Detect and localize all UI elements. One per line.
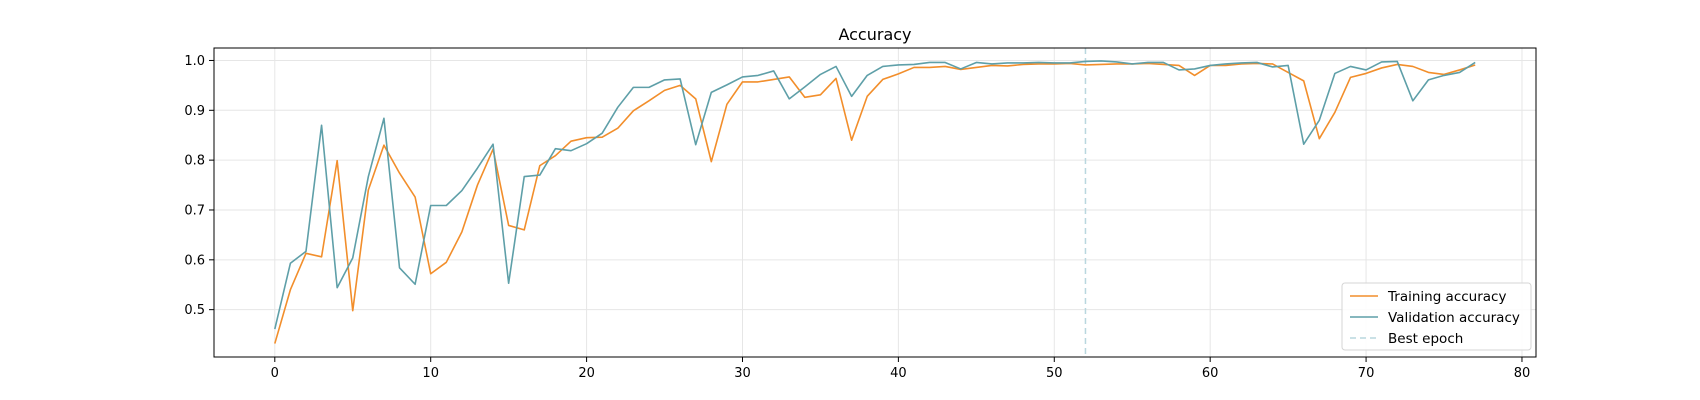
y-tick-label: 1.0 xyxy=(184,54,205,69)
legend-box xyxy=(1341,282,1532,351)
series-lines xyxy=(274,48,1476,357)
grid-lines xyxy=(214,48,1536,357)
legend-training-label: Training accuracy xyxy=(1387,289,1506,305)
y-tick-label: 0.6 xyxy=(184,253,205,268)
axis-ticks: 0 10 20 30 40 50 60 70 80 0.5 0.6 0.7 0.8 0.9 1.0 xyxy=(184,54,1530,381)
legend-validation-label: Validation accuracy xyxy=(1388,310,1520,326)
y-tick-label: 0.9 xyxy=(184,104,205,119)
x-tick-label: 10 xyxy=(422,366,439,381)
x-tick-label: 20 xyxy=(578,366,595,381)
x-tick-label: 80 xyxy=(1514,366,1531,381)
y-tick-label: 0.8 xyxy=(184,154,205,169)
y-tick-label: 0.5 xyxy=(184,303,205,318)
chart-title: Accuracy xyxy=(838,25,911,44)
x-tick-label: 0 xyxy=(271,366,279,381)
x-tick-label: 40 xyxy=(890,366,907,381)
x-tick-label: 30 xyxy=(734,366,751,381)
legend-best-epoch-label: Best epoch xyxy=(1388,331,1463,347)
legend: Training accuracy Validation accuracy Best… xyxy=(1341,282,1532,351)
x-tick-label: 60 xyxy=(1202,366,1219,381)
plot-area-frame xyxy=(213,47,1537,358)
x-tick-label: 50 xyxy=(1046,366,1063,381)
y-tick-label: 0.7 xyxy=(184,203,205,218)
training-accuracy-line xyxy=(274,62,1476,344)
validation-accuracy-line xyxy=(274,60,1476,330)
x-tick-label: 70 xyxy=(1358,366,1375,381)
